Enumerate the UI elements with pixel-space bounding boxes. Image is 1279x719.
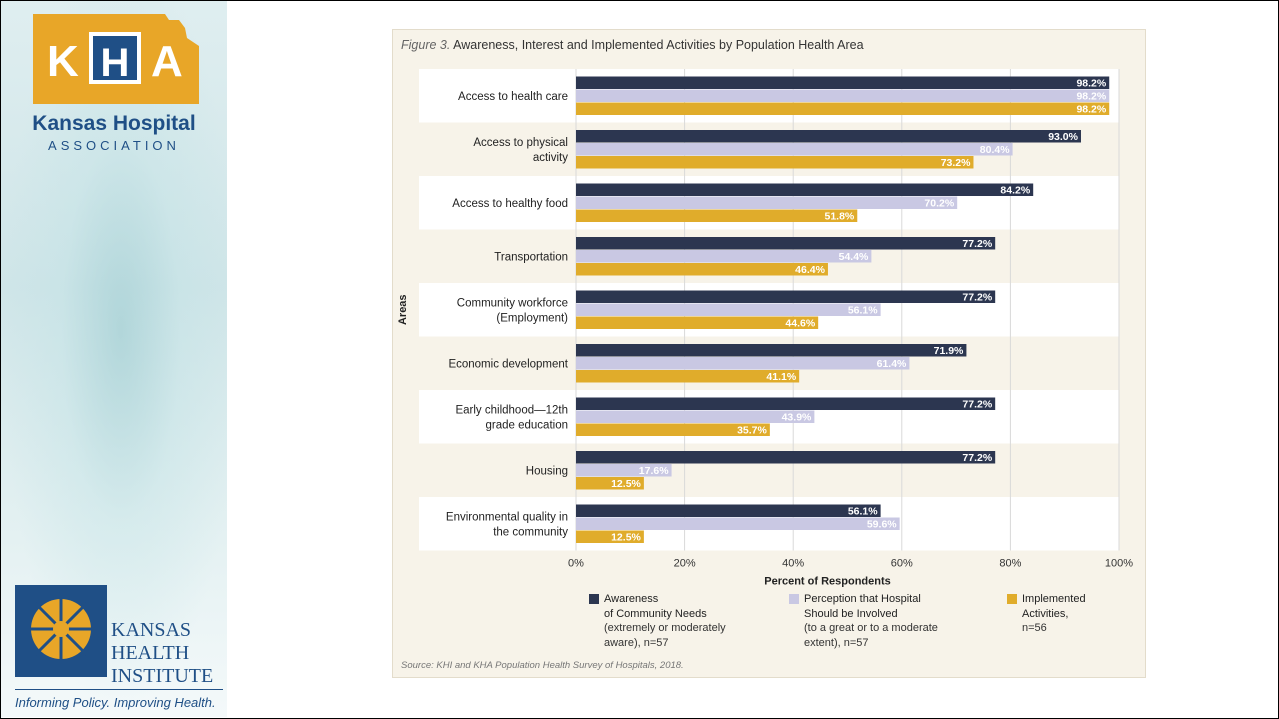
bar — [576, 196, 958, 209]
category-label: Access to physical — [473, 137, 568, 149]
bar-value-label: 77.2% — [962, 238, 992, 250]
kha-logo: K H A — [33, 14, 199, 104]
bar-value-label: 71.9% — [934, 345, 964, 357]
legend-swatch-perception — [789, 594, 799, 604]
category-label: Environmental quality in — [446, 511, 568, 523]
bar — [576, 183, 1034, 196]
x-tick-label: 20% — [674, 558, 696, 570]
bar-value-label: 61.4% — [877, 358, 907, 370]
bar — [576, 316, 819, 329]
svg-text:A: A — [151, 37, 183, 86]
bar — [576, 290, 996, 303]
bar-chart: 0% 20% 40% 60% 80% 100% Percent of Respondents… — [397, 69, 1133, 588]
bar-value-label: 56.1% — [848, 305, 878, 317]
category-label: Community workforce — [457, 297, 568, 309]
bar — [576, 130, 1081, 143]
kha-name: Kansas Hospital — [32, 112, 196, 135]
category-label: Early childhood—12th — [455, 404, 568, 416]
category-label: grade education — [486, 419, 568, 431]
x-tick-label: 0% — [568, 558, 584, 570]
bar — [576, 303, 881, 316]
bar — [576, 464, 672, 477]
bar — [576, 143, 1013, 156]
svg-text:H: H — [101, 41, 130, 85]
bar — [576, 76, 1110, 89]
bar — [576, 477, 644, 490]
bar-value-label: 35.7% — [737, 425, 767, 437]
bar-value-label: 98.2% — [1076, 91, 1106, 103]
bar-value-label: 80.4% — [980, 144, 1010, 156]
bar-value-label: 77.2% — [962, 292, 992, 304]
x-tick-label: 60% — [891, 558, 913, 570]
sidebar: K H A Kansas Hospital ASSOCIATION KANSAS… — [1, 1, 227, 717]
source-note: Source: KHI and KHA Population Health Su… — [401, 660, 684, 671]
khi-tagline: Informing Policy. Improving Health. — [15, 695, 216, 710]
category-label: Housing — [526, 465, 568, 477]
figure-label: Figure 3. — [401, 38, 451, 52]
bar — [576, 451, 996, 464]
category-label: Access to healthy food — [452, 198, 568, 210]
chart-title: Figure 3. Awareness, Interest and Implem… — [401, 38, 864, 52]
bar-value-label: 12.5% — [611, 478, 641, 490]
bar — [576, 530, 644, 543]
bar-value-label: 43.9% — [782, 412, 812, 424]
bar-value-label: 84.2% — [1000, 185, 1030, 197]
bar-value-label: 12.5% — [611, 532, 641, 544]
legend-swatch-awareness — [589, 594, 599, 604]
bar-value-label: 93.0% — [1048, 131, 1078, 143]
bar-value-label: 51.8% — [824, 211, 854, 223]
khi-logo — [15, 585, 107, 677]
bar-value-label: 17.6% — [639, 465, 669, 477]
bar-value-label: 77.2% — [962, 452, 992, 464]
x-tick-label: 100% — [1105, 558, 1133, 570]
bar-value-label: 98.2% — [1076, 104, 1106, 116]
category-label: Economic development — [448, 358, 568, 370]
bar-value-label: 98.2% — [1076, 78, 1106, 90]
x-tick-label: 40% — [782, 558, 804, 570]
khi-name: KANSAS HEALTH INSTITUTE — [111, 619, 214, 687]
bar-value-label: 46.4% — [795, 264, 825, 276]
figure-card: Figure 3. Awareness, Interest and Implem… — [392, 29, 1146, 678]
bar — [576, 357, 910, 370]
svg-text:K: K — [47, 37, 79, 86]
bar — [576, 344, 967, 357]
kha-association: ASSOCIATION — [48, 138, 180, 153]
bar-value-label: 56.1% — [848, 506, 878, 518]
legend-swatch-implemented — [1007, 594, 1017, 604]
khi-divider — [15, 689, 223, 690]
bar-value-label: 54.4% — [839, 251, 869, 263]
category-label: Access to health care — [458, 91, 568, 103]
figure-title: Awareness, Interest and Implemented Acti… — [453, 38, 864, 52]
bar — [576, 102, 1110, 115]
y-axis-label: Areas — [397, 294, 409, 325]
bar — [576, 517, 900, 530]
category-label: the community — [493, 526, 568, 538]
bar — [576, 156, 974, 169]
x-axis-label: Percent of Respondents — [764, 576, 891, 588]
category-label: activity — [533, 152, 568, 164]
bar — [576, 397, 996, 410]
bar — [576, 423, 770, 436]
bar — [576, 237, 996, 250]
bar — [576, 370, 800, 383]
bar-value-label: 73.2% — [941, 157, 971, 169]
bar — [576, 263, 828, 276]
bar-value-label: 70.2% — [924, 198, 954, 210]
bar-value-label: 44.6% — [785, 318, 815, 330]
bar — [576, 250, 872, 263]
bar — [576, 504, 881, 517]
bar — [576, 410, 815, 423]
x-tick-label: 80% — [999, 558, 1021, 570]
bar — [576, 209, 858, 222]
bar — [576, 89, 1110, 102]
bar-value-label: 41.1% — [766, 371, 796, 383]
category-label: (Employment) — [496, 312, 568, 324]
bar-value-label: 59.6% — [867, 519, 897, 531]
category-label: Transportation — [494, 251, 568, 263]
bar-value-label: 77.2% — [962, 399, 992, 411]
